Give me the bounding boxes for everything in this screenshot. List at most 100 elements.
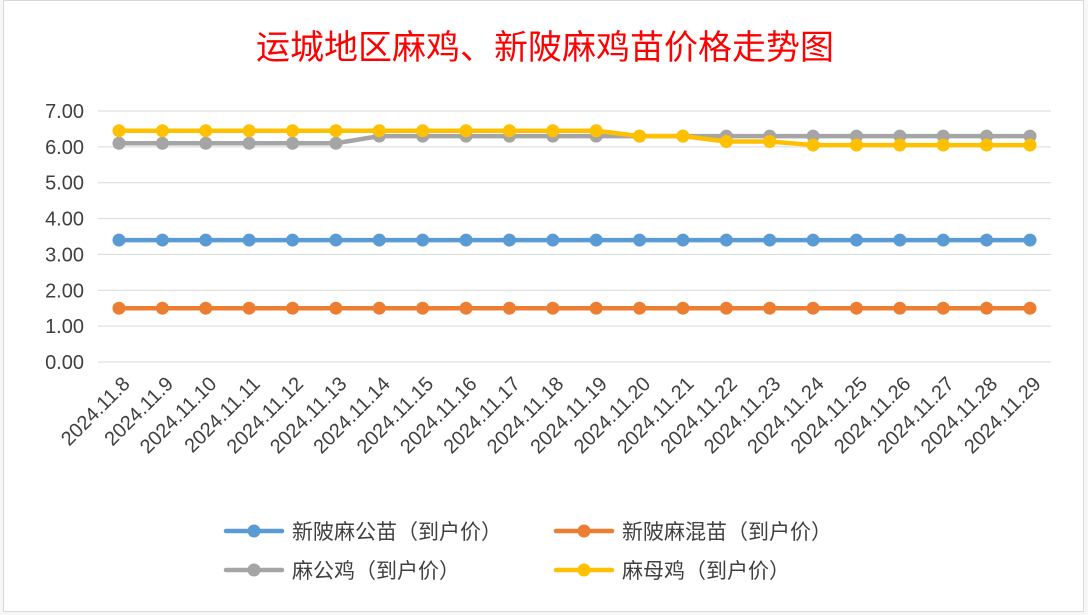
legend-marker bbox=[577, 563, 591, 577]
data-point bbox=[589, 301, 603, 315]
legend-item: 新陂麻混苗（到户价） bbox=[553, 520, 832, 544]
data-point bbox=[980, 301, 994, 315]
data-point bbox=[546, 301, 560, 315]
data-point bbox=[199, 233, 213, 247]
data-point bbox=[719, 301, 733, 315]
legend-item: 新陂麻公苗（到户价） bbox=[223, 520, 502, 544]
series-2 bbox=[112, 301, 1037, 315]
y-tick-label: 2.00 bbox=[45, 280, 84, 302]
data-point bbox=[416, 233, 430, 247]
y-tick-label: 7.00 bbox=[45, 101, 84, 123]
data-point bbox=[893, 301, 907, 315]
legend-marker bbox=[577, 524, 591, 538]
data-point bbox=[329, 233, 343, 247]
legend-label: 麻母鸡（到户价） bbox=[622, 559, 790, 583]
data-point bbox=[112, 233, 126, 247]
data-point bbox=[459, 233, 473, 247]
y-tick-label: 4.00 bbox=[45, 209, 84, 231]
data-point bbox=[936, 138, 950, 152]
data-point bbox=[286, 136, 300, 150]
data-point bbox=[763, 301, 777, 315]
data-point bbox=[633, 301, 647, 315]
series-line bbox=[116, 128, 1033, 148]
y-axis: 0.00 1.00 2.00 3.00 4.00 5.00 6.00 7.00 bbox=[45, 101, 84, 374]
data-point bbox=[980, 233, 994, 247]
data-point bbox=[155, 301, 169, 315]
data-point bbox=[329, 124, 343, 138]
data-point bbox=[589, 124, 603, 138]
y-tick-label: 6.00 bbox=[45, 137, 84, 159]
data-point bbox=[633, 233, 647, 247]
data-point bbox=[199, 124, 213, 138]
data-point bbox=[459, 301, 473, 315]
data-point bbox=[199, 301, 213, 315]
data-point bbox=[936, 129, 950, 143]
data-point bbox=[763, 134, 777, 148]
data-point bbox=[416, 124, 430, 138]
legend-item: 麻公鸡（到户价） bbox=[223, 559, 460, 583]
data-point bbox=[1023, 129, 1037, 143]
data-point bbox=[546, 233, 560, 247]
data-point bbox=[155, 124, 169, 138]
data-point bbox=[372, 301, 386, 315]
data-point bbox=[286, 301, 300, 315]
data-point bbox=[806, 233, 820, 247]
data-point bbox=[502, 124, 516, 138]
data-point bbox=[416, 301, 430, 315]
x-axis: 2024.11.82024.11.92024.11.102024.11.1120… bbox=[57, 373, 1045, 458]
data-point bbox=[372, 233, 386, 247]
data-point bbox=[763, 233, 777, 247]
grid bbox=[98, 110, 1051, 363]
data-point bbox=[806, 138, 820, 152]
data-point bbox=[1023, 233, 1037, 247]
data-point bbox=[112, 136, 126, 150]
chart-area: 运城地区麻鸡、新陂麻鸡苗价格走势图 0.00 1.00 2.00 3.00 4.00 5.… bbox=[3, 0, 1084, 612]
line-chart: 运城地区麻鸡、新陂麻鸡苗价格走势图 0.00 1.00 2.00 3.00 4.00 5.… bbox=[45, 28, 1051, 583]
data-point bbox=[806, 129, 820, 143]
data-point bbox=[676, 301, 690, 315]
legend-marker bbox=[247, 524, 261, 538]
data-point bbox=[719, 233, 733, 247]
data-point bbox=[980, 129, 994, 143]
data-point bbox=[589, 233, 603, 247]
data-point bbox=[112, 301, 126, 315]
series-1 bbox=[112, 233, 1037, 247]
legend-label: 新陂麻公苗（到户价） bbox=[292, 520, 502, 544]
data-point bbox=[1023, 301, 1037, 315]
data-point bbox=[849, 233, 863, 247]
legend-marker bbox=[247, 563, 261, 577]
data-point bbox=[676, 129, 690, 143]
data-point bbox=[155, 136, 169, 150]
data-point bbox=[286, 233, 300, 247]
data-point bbox=[633, 129, 647, 143]
series-group bbox=[112, 124, 1037, 315]
data-point bbox=[242, 124, 256, 138]
data-point bbox=[502, 233, 516, 247]
data-point bbox=[112, 124, 126, 138]
data-point bbox=[242, 301, 256, 315]
data-point bbox=[546, 124, 560, 138]
data-point bbox=[893, 138, 907, 152]
chart-title: 运城地区麻鸡、新陂麻鸡苗价格走势图 bbox=[256, 28, 834, 68]
data-point bbox=[849, 138, 863, 152]
y-tick-label: 0.00 bbox=[45, 352, 84, 374]
data-point bbox=[286, 124, 300, 138]
data-point bbox=[893, 233, 907, 247]
data-point bbox=[849, 301, 863, 315]
data-point bbox=[719, 134, 733, 148]
legend: 新陂麻公苗（到户价） 新陂麻混苗（到户价） 麻公鸡（到户价） 麻母鸡（到户价） bbox=[223, 520, 832, 583]
data-point bbox=[329, 301, 343, 315]
legend-item: 麻母鸡（到户价） bbox=[553, 559, 790, 583]
data-point bbox=[199, 136, 213, 150]
data-point bbox=[676, 233, 690, 247]
data-point bbox=[372, 124, 386, 138]
y-tick-label: 1.00 bbox=[45, 316, 84, 338]
data-point bbox=[849, 129, 863, 143]
legend-label: 麻公鸡（到户价） bbox=[292, 559, 460, 583]
data-point bbox=[936, 233, 950, 247]
data-point bbox=[1023, 138, 1037, 152]
series-4 bbox=[112, 124, 1037, 152]
data-point bbox=[806, 301, 820, 315]
data-point bbox=[893, 129, 907, 143]
